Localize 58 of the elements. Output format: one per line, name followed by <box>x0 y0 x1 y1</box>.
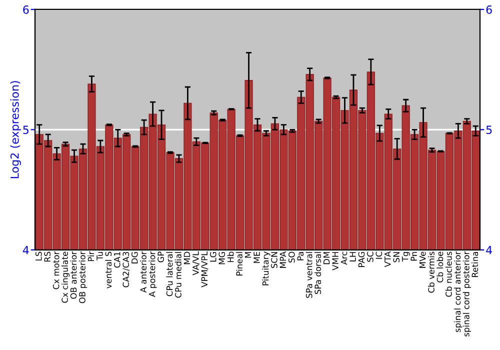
x-tick-label: CPu medial <box>174 252 182 298</box>
x-tick-label: M <box>245 252 252 258</box>
x-tick-label: spinal cord posterior <box>462 251 471 336</box>
x-tick-label: spinal cord anterior <box>454 251 462 332</box>
x-tick-label: Pa <box>297 252 304 260</box>
y-tick-label: 5 <box>23 126 28 134</box>
x-tick-label: Pn <box>410 252 417 261</box>
x-tick-label: VMH <box>332 252 338 270</box>
x-tick-label: MD <box>184 252 190 264</box>
x-tick-label: RS <box>44 252 51 262</box>
x-tick-label: SPa ventral <box>306 252 312 298</box>
x-tick-label: MVe <box>420 252 426 268</box>
x-tick-label: LH <box>350 252 356 262</box>
x-tick-label: SPa dorsal <box>314 252 321 294</box>
x-tick-label: Retina <box>472 252 478 277</box>
x-tick-label: CA1 <box>114 252 120 268</box>
x-tick-label: SN <box>393 252 400 262</box>
x-tick-label: Arc <box>340 252 348 265</box>
x-tick-label: Cb vermis <box>428 252 434 293</box>
x-tick-label: Pir <box>88 251 94 262</box>
y-tick-label: 4 <box>22 246 29 254</box>
x-tick-label: MG <box>218 252 226 264</box>
x-tick-label: VA/VL <box>192 251 200 276</box>
x-tick-label: A posterior <box>148 251 157 297</box>
x-tick-label: Cb nucleus <box>445 252 452 297</box>
x-tick-label: Cx cingulate <box>62 252 70 303</box>
x-tick-label: CPu lateral <box>166 252 173 296</box>
x-tick-label: SCN <box>271 252 278 268</box>
x-tick-label: SC <box>367 252 374 262</box>
x-tick-label: Pineal <box>236 252 242 276</box>
x-tick-label: GP <box>158 252 164 262</box>
x-tick-label: Tg <box>402 252 410 262</box>
x-tick-label: CA2/CA3 <box>122 252 130 288</box>
x-tick-label: OB posterior <box>78 251 88 304</box>
x-tick-label: Hb <box>227 252 234 262</box>
x-tick-label: MPA <box>280 251 286 268</box>
x-tick-label: VPM/VPL <box>201 251 208 288</box>
y-tick-label: 6 <box>23 5 29 14</box>
x-tick-label: VTA <box>384 251 391 268</box>
x-tick-label: Cb lobe <box>436 252 444 282</box>
x-tick-label: DG <box>131 252 138 264</box>
y2-tick-label: 6 <box>486 5 492 14</box>
x-tick-label: DM <box>324 252 330 264</box>
x-tick-label: SO <box>288 252 295 263</box>
x-tick-label: Cx motor <box>52 251 60 290</box>
x-tick-label: IC <box>376 252 382 259</box>
x-tick-label: Tu <box>96 252 103 260</box>
x-tick-label: A anterior <box>140 251 146 293</box>
y2-tick-label: 4 <box>486 246 492 254</box>
x-tick-label: LS <box>35 252 42 260</box>
y2-tick-label: 5 <box>486 126 492 134</box>
x-tick-label: OB anterior <box>70 251 77 299</box>
x-tick-label: PAG <box>358 252 365 267</box>
x-tick-label: ventral S <box>105 252 112 288</box>
x-tick-label: LG <box>210 252 216 262</box>
x-tick-label: Pituitary <box>262 252 270 286</box>
x-tick-label: ME <box>254 252 260 263</box>
y-axis-title: Log2 (expression) <box>10 81 21 178</box>
